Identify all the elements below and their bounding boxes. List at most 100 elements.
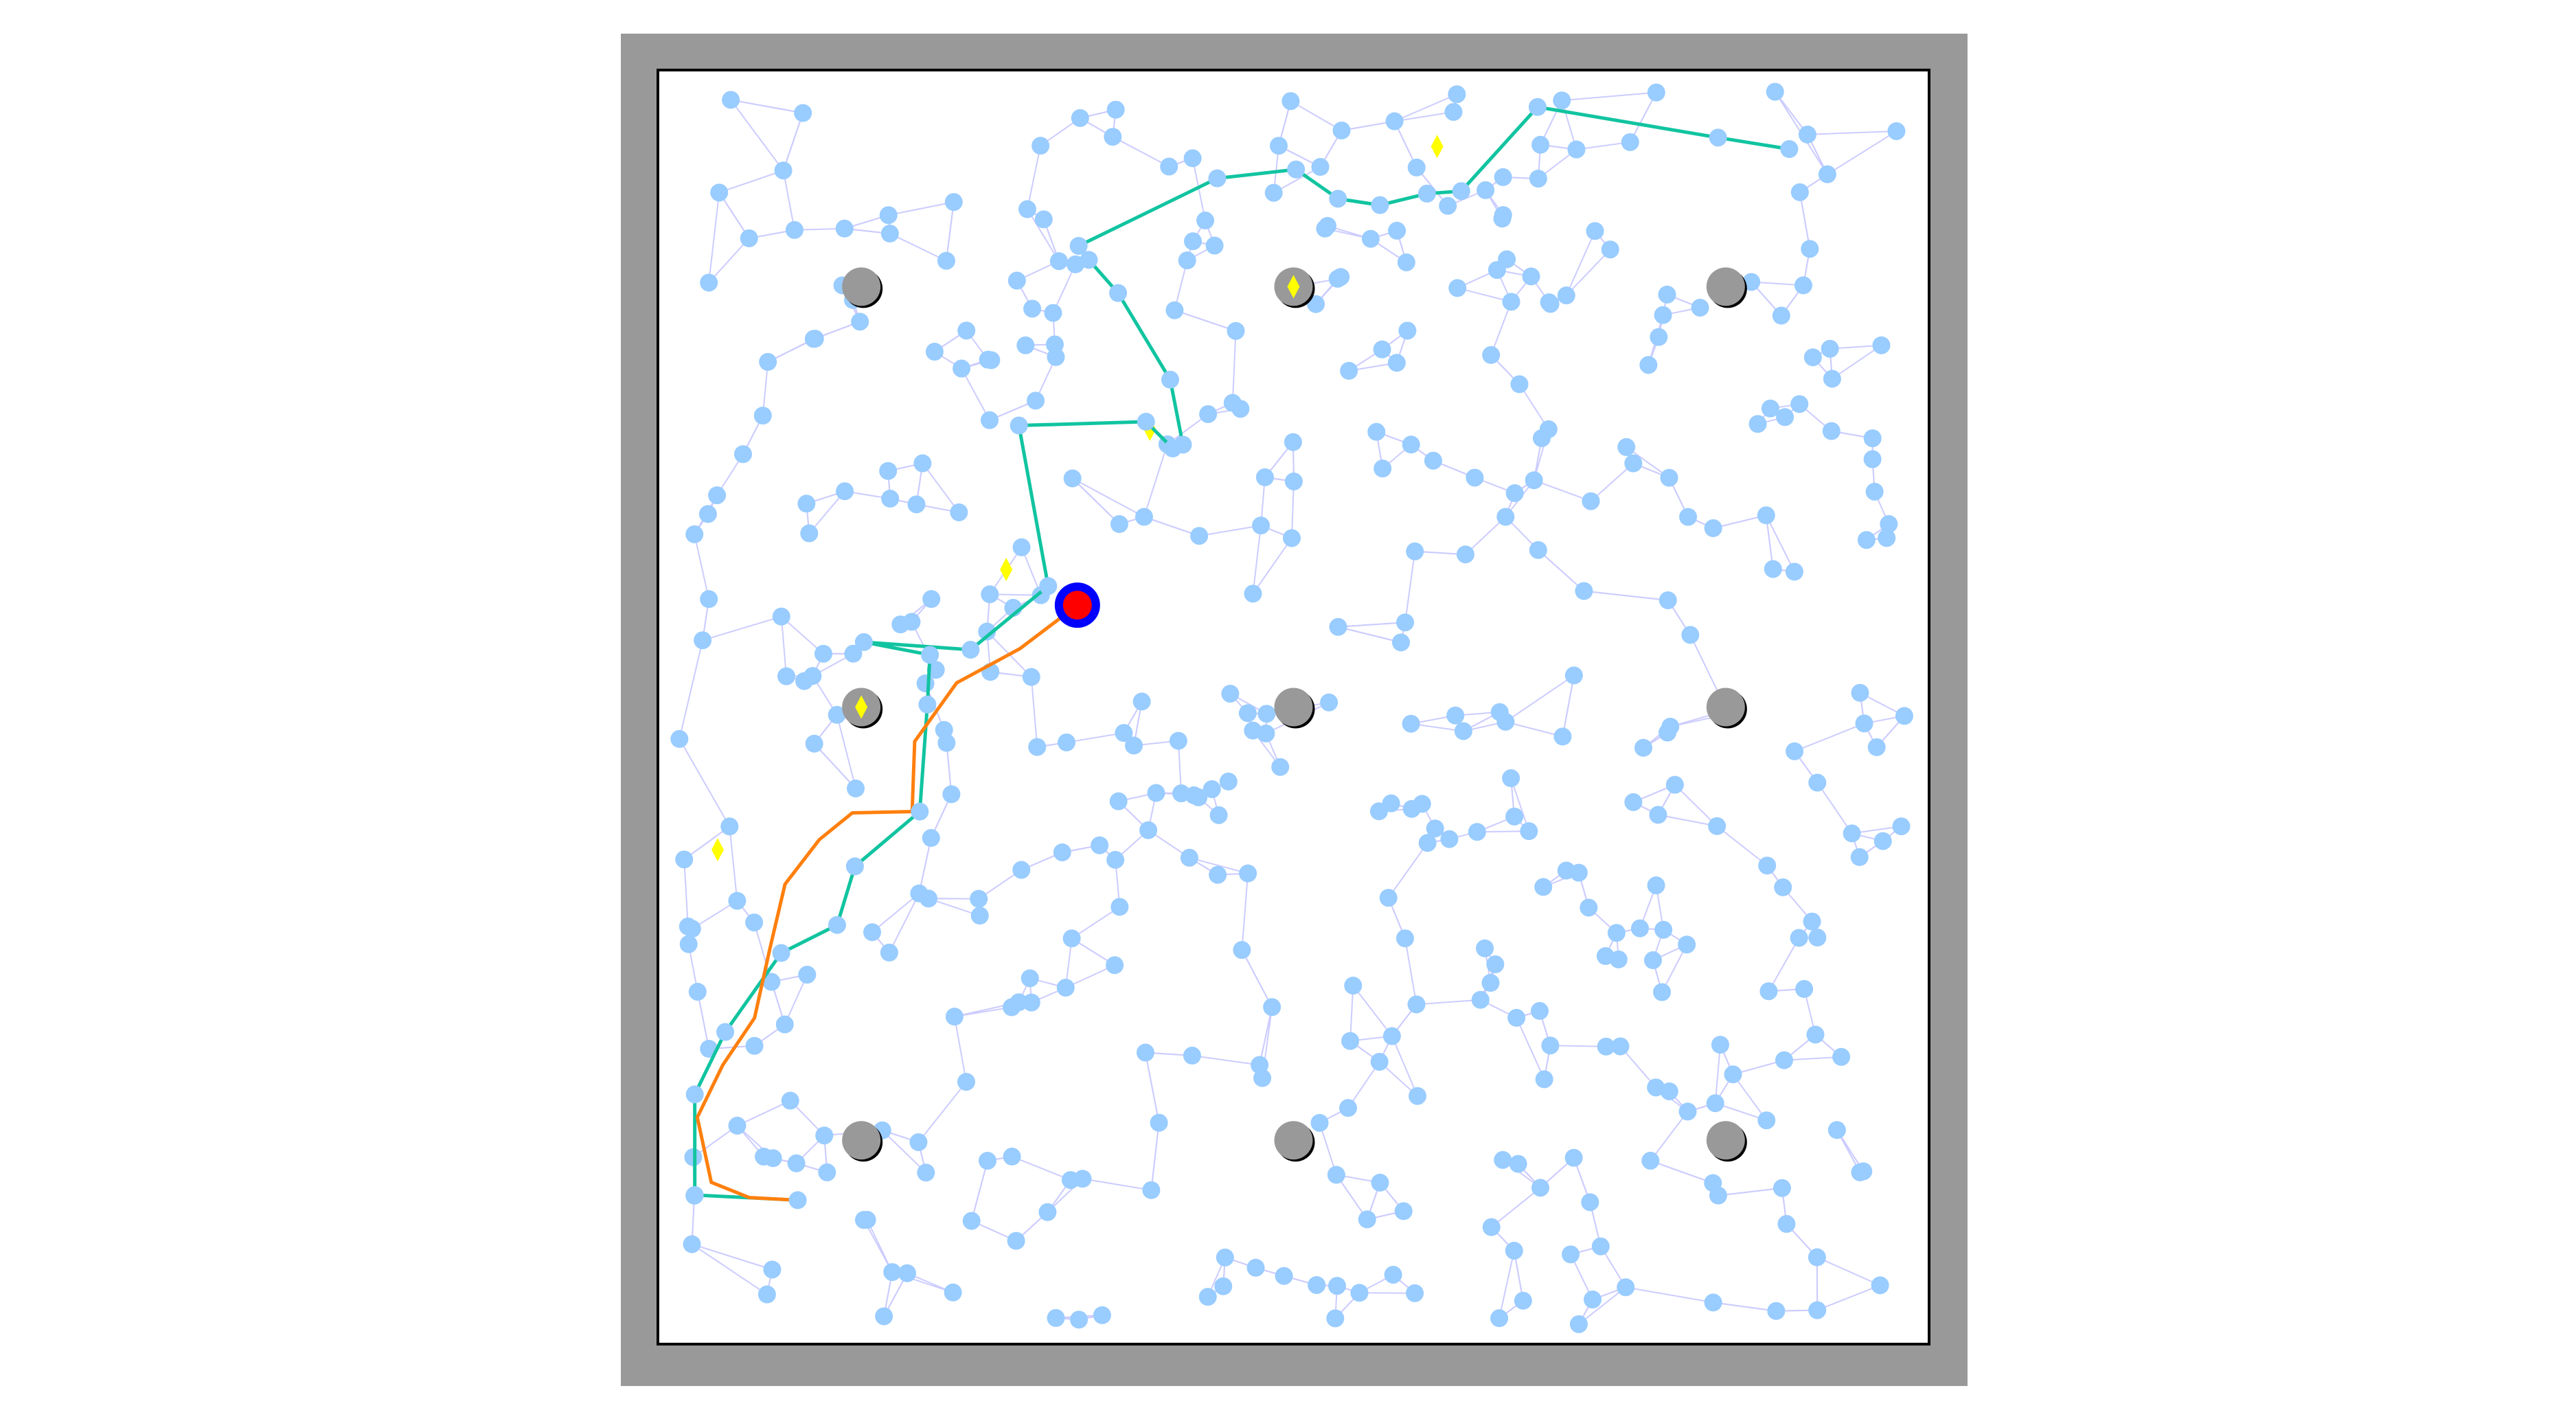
roadmap-node xyxy=(1658,285,1676,304)
roadmap-node xyxy=(1477,181,1495,199)
roadmap-node xyxy=(863,923,882,942)
roadmap-node xyxy=(1647,876,1665,895)
roadmap-node xyxy=(1367,422,1386,441)
roadmap-edge xyxy=(1550,1045,1606,1047)
roadmap-node xyxy=(1520,822,1538,841)
roadmap-node xyxy=(1392,633,1411,652)
roadmap-node xyxy=(1482,345,1501,364)
roadmap-node xyxy=(1264,183,1283,202)
roadmap-node xyxy=(1142,1181,1161,1199)
roadmap-node xyxy=(1748,415,1767,433)
roadmap-edge xyxy=(1349,985,1354,1041)
roadmap-node xyxy=(1863,450,1882,468)
roadmap-node xyxy=(745,1036,764,1055)
roadmap-edge xyxy=(683,859,689,927)
roadmap-edge xyxy=(813,743,856,789)
roadmap-node xyxy=(757,1285,776,1304)
roadmap-node xyxy=(1340,361,1358,380)
roadmap-edge xyxy=(1658,814,1718,827)
roadmap-node xyxy=(950,503,968,521)
roadmap-node xyxy=(1823,370,1841,388)
path-waypoint xyxy=(788,1191,807,1210)
roadmap-node xyxy=(815,1126,834,1145)
roadmap-node xyxy=(1678,1102,1697,1121)
roadmap-node xyxy=(1863,429,1882,448)
roadmap-node xyxy=(1388,221,1406,240)
roadmap-node xyxy=(1641,1151,1660,1170)
path-waypoint xyxy=(1452,182,1470,201)
roadmap-edge xyxy=(679,738,731,827)
roadmap-node xyxy=(818,1163,836,1181)
roadmap-node xyxy=(1327,1166,1345,1184)
roadmap-node xyxy=(1505,807,1524,826)
roadmap-node xyxy=(1522,267,1540,286)
roadmap-node xyxy=(1647,83,1665,102)
roadmap-node xyxy=(1071,109,1089,127)
roadmap-node xyxy=(1311,158,1330,177)
path-waypoint xyxy=(921,646,939,664)
roadmap-node xyxy=(1649,806,1667,824)
roadmap-node xyxy=(1786,742,1804,760)
roadmap-node xyxy=(970,907,989,925)
roadmap-node xyxy=(1630,919,1649,938)
roadmap-node xyxy=(708,486,727,505)
roadmap-node xyxy=(982,351,1001,370)
roadmap-node xyxy=(1007,1231,1025,1250)
roadmap-node xyxy=(1553,91,1571,110)
roadmap-edge xyxy=(1498,1250,1515,1319)
roadmap-node xyxy=(1070,1310,1088,1329)
roadmap-node xyxy=(1801,240,1819,258)
roadmap-node xyxy=(1047,1308,1065,1327)
roadmap-node xyxy=(670,729,689,748)
roadmap-edge xyxy=(922,462,960,513)
roadmap-node xyxy=(1106,956,1124,975)
primary-path-waypoints xyxy=(685,98,1799,1210)
roadmap-edge xyxy=(1491,1187,1541,1228)
roadmap-edge xyxy=(1241,873,1249,951)
roadmap-node xyxy=(1136,1043,1154,1062)
roadmap-node xyxy=(1873,832,1892,850)
roadmap-node xyxy=(1110,515,1128,534)
roadmap-node xyxy=(945,1008,964,1026)
roadmap-node xyxy=(1557,861,1575,880)
roadmap-node xyxy=(854,1211,873,1229)
smoothed-path-line xyxy=(695,604,1079,1202)
roadmap-node xyxy=(1505,484,1524,502)
roadmap-edge xyxy=(1661,944,1688,992)
roadmap-node xyxy=(1049,252,1068,271)
roadmap-edge xyxy=(718,170,784,194)
roadmap-node xyxy=(1160,157,1178,176)
roadmap-edge xyxy=(729,826,738,901)
roadmap-node xyxy=(1255,468,1274,486)
roadmap-edge xyxy=(863,1219,893,1273)
roadmap-node xyxy=(1654,306,1672,324)
roadmap-node xyxy=(1371,1173,1389,1192)
roadmap-edge xyxy=(679,639,704,740)
roadmap-node xyxy=(1344,976,1363,995)
roadmap-node xyxy=(1711,1036,1729,1054)
roadmap-node xyxy=(1205,236,1224,255)
roadmap-node xyxy=(1621,133,1639,151)
roadmap-node xyxy=(1757,1111,1776,1130)
roadmap-node xyxy=(1660,468,1678,487)
roadmap-node xyxy=(1329,617,1347,636)
roadmap-node xyxy=(1482,1218,1501,1236)
roadmap-node xyxy=(1358,1210,1376,1229)
roadmap-node xyxy=(1239,864,1257,883)
goal-marker xyxy=(1287,275,1300,299)
roadmap-node xyxy=(942,785,961,804)
roadmap-node xyxy=(836,482,854,501)
roadmap-node xyxy=(1448,279,1467,297)
roadmap-node xyxy=(1757,506,1775,525)
roadmap-node xyxy=(794,104,812,122)
roadmap-node xyxy=(926,661,945,679)
roadmap-node xyxy=(1221,684,1240,703)
roadmap-node xyxy=(1466,468,1484,487)
roadmap-node xyxy=(1708,817,1726,835)
roadmap-edge xyxy=(1144,1052,1160,1123)
roadmap-node xyxy=(804,330,823,348)
roadmap-node xyxy=(1104,128,1122,146)
roadmap-node xyxy=(1413,795,1431,813)
roadmap-node xyxy=(1494,168,1512,186)
roadmap-node xyxy=(1394,1202,1413,1220)
